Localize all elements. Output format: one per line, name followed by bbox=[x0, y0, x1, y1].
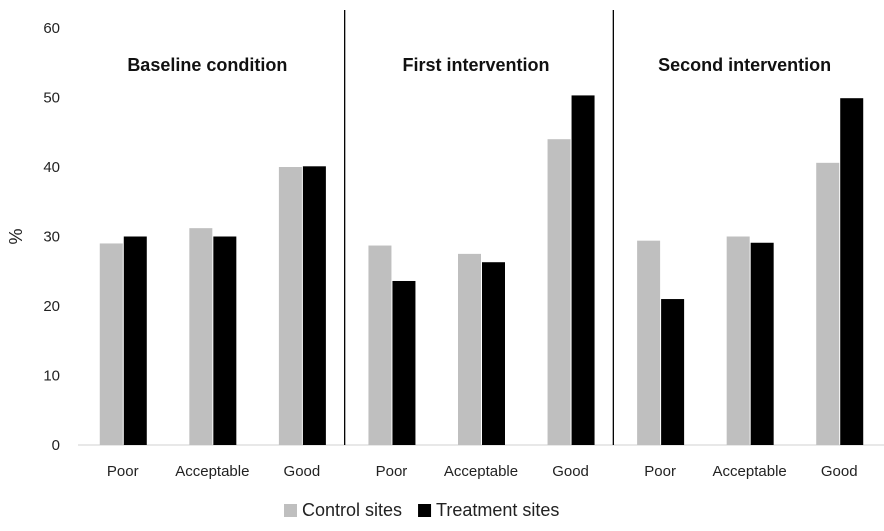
bar-control bbox=[637, 240, 661, 445]
bar-treatment bbox=[123, 236, 147, 445]
bar-control bbox=[726, 236, 750, 445]
bar-control bbox=[278, 167, 302, 445]
bar-control bbox=[368, 245, 392, 445]
legend-label: Treatment sites bbox=[436, 500, 559, 520]
bar-treatment bbox=[213, 236, 237, 445]
y-tick-label: 50 bbox=[43, 90, 60, 107]
bar-treatment bbox=[571, 95, 595, 445]
y-tick-label: 30 bbox=[43, 229, 60, 246]
bar-control bbox=[189, 228, 213, 445]
x-tick-label: Acceptable bbox=[444, 463, 518, 480]
x-tick-label: Poor bbox=[644, 463, 676, 480]
bar-control bbox=[99, 243, 123, 445]
legend-swatch bbox=[418, 504, 432, 517]
x-tick-label: Acceptable bbox=[713, 463, 787, 480]
y-tick-label: 40 bbox=[43, 159, 60, 176]
x-tick-label: Good bbox=[821, 463, 858, 480]
panel-title: First intervention bbox=[402, 55, 549, 75]
x-tick-label: Acceptable bbox=[175, 463, 249, 480]
bar-control bbox=[547, 139, 571, 445]
bar-treatment bbox=[840, 98, 864, 445]
legend-label: Control sites bbox=[302, 500, 402, 520]
panel-title: Second intervention bbox=[658, 55, 831, 75]
bar-treatment bbox=[302, 166, 326, 445]
bar-treatment bbox=[661, 299, 685, 445]
x-tick-label: Poor bbox=[376, 463, 408, 480]
x-tick-label: Poor bbox=[107, 463, 139, 480]
y-axis-label: % bbox=[6, 228, 26, 244]
bar-control bbox=[458, 253, 481, 445]
bar-treatment bbox=[750, 242, 774, 445]
y-tick-label: 60 bbox=[43, 20, 60, 37]
bar-control bbox=[816, 162, 840, 445]
x-tick-label: Good bbox=[284, 463, 321, 480]
panel-title: Baseline condition bbox=[127, 55, 287, 75]
y-tick-label: 0 bbox=[52, 437, 60, 454]
legend-swatch bbox=[284, 504, 297, 517]
bar-treatment bbox=[482, 262, 505, 445]
bar-treatment bbox=[392, 280, 416, 445]
y-tick-label: 10 bbox=[43, 368, 60, 385]
y-tick-label: 20 bbox=[43, 298, 60, 315]
x-tick-label: Good bbox=[552, 463, 589, 480]
